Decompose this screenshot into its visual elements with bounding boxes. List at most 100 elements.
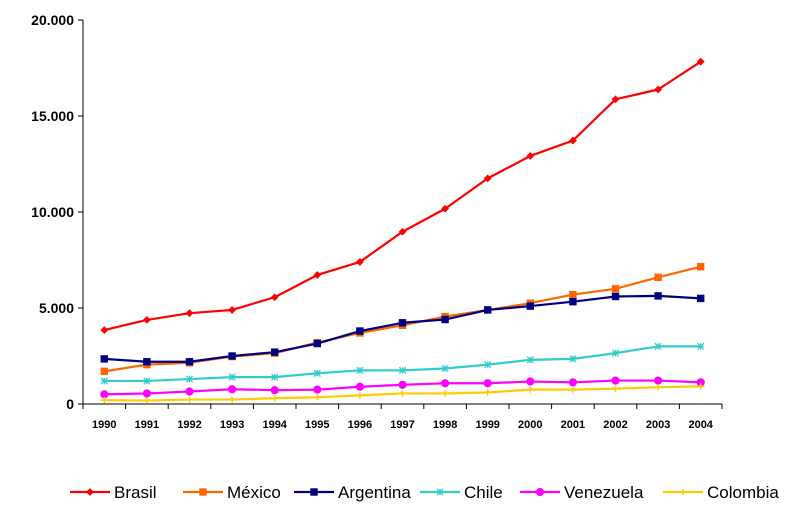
data-point: [398, 390, 407, 397]
x-tick-label: 1991: [135, 419, 159, 431]
data-point: [526, 152, 535, 160]
data-point: [100, 396, 109, 404]
data-point: [654, 273, 662, 281]
data-point: [654, 342, 662, 351]
data-point: [398, 319, 407, 327]
data-point: [271, 373, 279, 381]
data-point: [441, 364, 449, 373]
data-point: [569, 297, 577, 306]
series-layer: [100, 57, 705, 404]
data-point: [568, 136, 577, 145]
data-point: [611, 292, 620, 301]
legend: Brasil México Argentina Chile Venezuela Colom…: [70, 483, 779, 502]
series-brasil: [100, 57, 705, 334]
x-tick-label: 1990: [92, 419, 116, 431]
data-point: [653, 384, 663, 391]
data-point: [313, 385, 322, 394]
data-point: [611, 285, 620, 293]
data-point: [697, 342, 705, 351]
data-point: [270, 395, 279, 402]
data-point: [228, 352, 236, 360]
data-point: [100, 377, 108, 385]
data-point: [313, 271, 322, 279]
data-point: [654, 292, 662, 300]
legend-label: Chile: [464, 483, 503, 502]
data-point: [526, 386, 535, 393]
series-argentina: [100, 292, 705, 366]
data-point: [654, 85, 663, 94]
legend-entry: Argentina: [294, 483, 411, 502]
x-tick-label: 1996: [348, 419, 372, 431]
data-point: [100, 390, 109, 399]
data-point: [696, 383, 705, 390]
data-point: [654, 376, 663, 385]
data-point: [313, 369, 321, 377]
data-point: [568, 386, 578, 393]
legend-label: Brasil: [114, 483, 157, 502]
data-point: [142, 315, 151, 324]
data-point: [355, 258, 364, 266]
data-point: [483, 174, 492, 183]
data-point: [227, 396, 237, 403]
series-colombia: [100, 383, 705, 404]
series-mxico: [100, 263, 705, 376]
legend-entry: Venezuela: [520, 483, 644, 502]
series-line: [104, 265, 701, 373]
legend-marker: [535, 487, 545, 497]
data-point: [228, 385, 237, 394]
data-point: [270, 386, 279, 395]
axes: 0 5.000 10.000 15.000 20.000 1990 1991 1992 1993…: [31, 12, 723, 431]
legend-marker: [436, 488, 444, 496]
data-point: [441, 379, 450, 388]
x-tick-label: 1998: [433, 419, 457, 431]
x-tick-label: 1993: [220, 419, 244, 431]
legend-entry: México: [183, 483, 281, 502]
data-point: [313, 394, 322, 401]
data-point: [398, 380, 407, 389]
data-point: [569, 290, 577, 299]
data-point: [185, 387, 194, 396]
legend-label: Colombia: [707, 483, 779, 502]
legend-label: Argentina: [338, 483, 411, 502]
y-tick-label: 0: [66, 396, 74, 412]
data-point: [355, 382, 364, 391]
legend-marker: [86, 488, 94, 496]
data-point: [228, 306, 237, 314]
y-tick-label: 5.000: [39, 300, 74, 316]
data-point: [483, 389, 492, 396]
x-tick-label: 2003: [646, 419, 670, 431]
data-point: [313, 339, 322, 348]
x-tick-label: 1997: [390, 419, 414, 431]
data-point: [440, 390, 450, 397]
y-tick-label: 10.000: [31, 204, 74, 220]
legend-marker: [199, 488, 207, 496]
data-point: [611, 376, 620, 385]
data-point: [526, 377, 535, 386]
legend-label: México: [227, 483, 281, 502]
data-point: [441, 204, 450, 213]
data-point: [100, 326, 109, 334]
data-point: [526, 302, 534, 310]
data-point: [484, 360, 492, 369]
data-point: [143, 358, 151, 366]
data-point: [185, 375, 194, 383]
series-venezuela: [100, 376, 705, 399]
data-point: [185, 309, 194, 318]
y-tick-label: 20.000: [31, 12, 74, 28]
x-tick-label: 2000: [518, 419, 542, 431]
legend-label: Venezuela: [564, 483, 644, 502]
data-point: [483, 379, 492, 388]
y-tick-label: 15.000: [31, 108, 74, 124]
data-point: [356, 366, 364, 375]
x-tick-label: 1994: [262, 419, 287, 431]
data-point: [398, 227, 407, 236]
x-tick-label: 1999: [475, 419, 499, 431]
legend-marker: [310, 488, 318, 496]
x-tick-label: 2001: [561, 419, 585, 431]
x-tick-label: 2004: [688, 419, 713, 431]
data-point: [398, 366, 407, 375]
data-point: [142, 397, 152, 404]
legend-entry: Brasil: [70, 483, 157, 502]
